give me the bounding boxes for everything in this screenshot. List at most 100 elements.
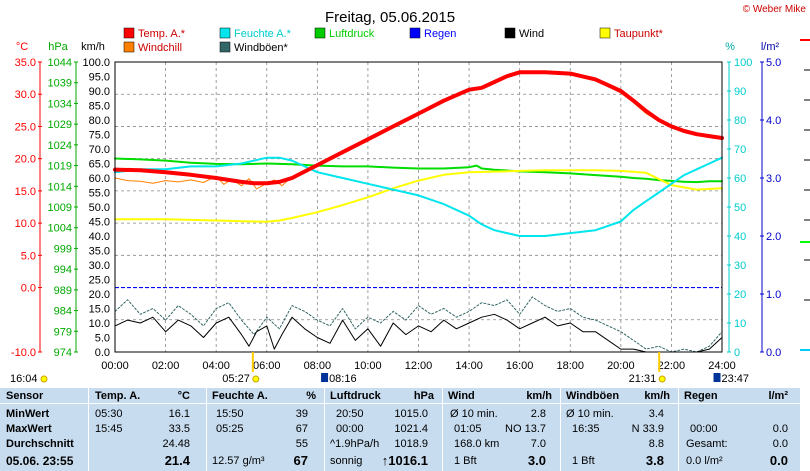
rain-total-value: 0.0	[772, 438, 788, 450]
pressure-axis-tick: 1014	[48, 181, 72, 193]
legend-swatch	[219, 41, 231, 53]
temp-axis-tick: 25.0	[15, 121, 36, 133]
press-max-value: 1021.4	[394, 423, 428, 435]
temp-current-value: 21.4	[164, 453, 190, 468]
x-tick-label: 12:00	[405, 360, 433, 372]
humidity-axis-tick: 90	[734, 86, 746, 98]
x-tick-label: 24:00	[708, 360, 736, 372]
pressure-axis-tick: 974	[54, 347, 72, 359]
humidity-axis-tick: 100	[734, 57, 752, 69]
legend-swatch	[599, 27, 611, 39]
hum-current-value: 67	[293, 453, 308, 468]
stats-header-temp-unit: °C	[177, 390, 190, 402]
rain-axis-tick: 3.0	[766, 173, 781, 185]
pressure-axis-tick: 989	[54, 285, 72, 297]
stats-header-gust-unit: km/h	[644, 390, 670, 402]
legend-label: Wind	[519, 28, 544, 40]
rain-axis-tick: 4.0	[766, 115, 781, 127]
wind-axis-tick: 95.0	[89, 72, 110, 84]
wind-axis-tick: 35.0	[89, 246, 110, 258]
pressure-axis-tick: 1044	[48, 57, 72, 69]
stats-header-temp: Temp. A.	[95, 390, 141, 402]
wind-axis-tick: 15.0	[89, 304, 110, 316]
x-tick-label: 14:00	[455, 360, 483, 372]
press-trend: ^1.9hPa/h	[330, 438, 380, 450]
wind-axis-tick: 55.0	[89, 188, 110, 200]
series-taupunkt	[114, 169, 723, 223]
wind-axis-tick: 5.0	[95, 333, 110, 345]
pressure-axis-tick: 984	[54, 306, 72, 318]
temp-axis-tick: 35.0	[15, 57, 36, 69]
stats-row-min: MinWert	[6, 408, 50, 420]
gust-avg-label: Ø 10 min.	[566, 408, 614, 420]
sunset-time: 21:31	[629, 373, 657, 385]
legend-label: Feuchte A.*	[234, 28, 292, 40]
gust-current-value: 3.8	[645, 453, 664, 468]
plot-border	[114, 61, 723, 353]
humidity-axis-tick: 20	[734, 289, 746, 301]
hum-absolute: 12.57 g/m³	[212, 455, 265, 467]
stats-row-avg: Durchschnitt	[6, 438, 74, 450]
humidity-axis-tick: 80	[734, 115, 746, 127]
humidity-axis-tick: 0	[734, 347, 740, 359]
temp-axis-tick: 20.0	[15, 154, 36, 166]
stats-header-rain-unit: l/m²	[768, 390, 788, 402]
legend-label: Taupunkt*	[614, 28, 664, 40]
wind-axis-tick: 75.0	[89, 130, 110, 142]
hum-avg-value: 55	[295, 438, 308, 450]
humidity-axis-tick: 40	[734, 231, 746, 243]
rain-current-amount: 0.0 l/m²	[686, 455, 723, 467]
chart-background	[0, 0, 810, 388]
humidity-axis-tick: 30	[734, 260, 746, 272]
wind-axis-tick: 25.0	[89, 275, 110, 287]
gust-avg-value: 3.4	[648, 408, 664, 420]
sunset-icon	[658, 375, 666, 383]
legend-swatch	[123, 41, 135, 53]
temp-max-time: 15:45	[95, 423, 123, 435]
wind-axis-tick: 60.0	[89, 173, 110, 185]
stats-header-sensor: Sensor	[6, 390, 44, 402]
press-avg-value: 1018.9	[394, 438, 428, 450]
x-tick-label: 06:00	[253, 360, 281, 372]
pressure-unit-label: hPa	[48, 41, 68, 53]
wind-axis-tick: 100.0	[82, 57, 110, 69]
humidity-unit-label: %	[725, 41, 735, 53]
legend-swatch	[409, 27, 421, 39]
rain-axis-tick: 0.0	[766, 347, 781, 359]
humidity-axis-tick: 60	[734, 173, 746, 185]
weather-chart: Freitag, 05.06.2015 © Weber Mike °C hPa …	[0, 0, 810, 388]
temp-axis-tick: 0.0	[21, 283, 36, 295]
rain-unit-label: l/m²	[761, 41, 780, 53]
wind-axis-tick: 65.0	[89, 159, 110, 171]
gust-max-time: 16:35	[572, 423, 600, 435]
legend-swatch	[314, 27, 326, 39]
wind-unit-label: km/h	[81, 41, 105, 53]
stats-row-max: MaxWert	[6, 423, 52, 435]
wind-axis-tick: 50.0	[89, 202, 110, 214]
x-tick-label: 08:00	[304, 360, 332, 372]
wind-axis-tick: 10.0	[89, 318, 110, 330]
wind-avg-value: 2.8	[530, 408, 546, 420]
temp-min-time: 05:30	[95, 408, 123, 420]
stats-col-divider	[324, 388, 325, 471]
moonset-time: 23:47	[722, 373, 750, 385]
stats-col-divider	[560, 388, 561, 471]
stats-header-hum-unit: %	[306, 390, 316, 402]
legend-label: Regen	[424, 28, 456, 40]
wind-daily-avg: 7.0	[530, 438, 546, 450]
rain-max-value: 0.0	[772, 423, 788, 435]
press-current-value: ↑1016.1	[381, 453, 428, 468]
stats-header-wind-unit: km/h	[526, 390, 552, 402]
hum-min-value: 39	[295, 408, 308, 420]
chart-legend: Temp. A.* Feuchte A.* Luftdruck Regen Wind Ta…	[123, 27, 664, 54]
sun-times: 05:27 21:31 08:16 23:47 16:04	[10, 352, 749, 385]
stats-header-gust: Windböen	[566, 390, 620, 402]
temp-max-value: 33.5	[168, 423, 190, 435]
x-tick-label: 18:00	[556, 360, 584, 372]
moonset-icon	[713, 373, 721, 382]
stats-col-divider	[88, 388, 89, 471]
wind-avg-label: Ø 10 min.	[450, 408, 498, 420]
chart-title: Freitag, 05.06.2015	[325, 9, 455, 26]
wind-axis-tick: 30.0	[89, 260, 110, 272]
pressure-axis-tick: 1029	[48, 119, 72, 131]
